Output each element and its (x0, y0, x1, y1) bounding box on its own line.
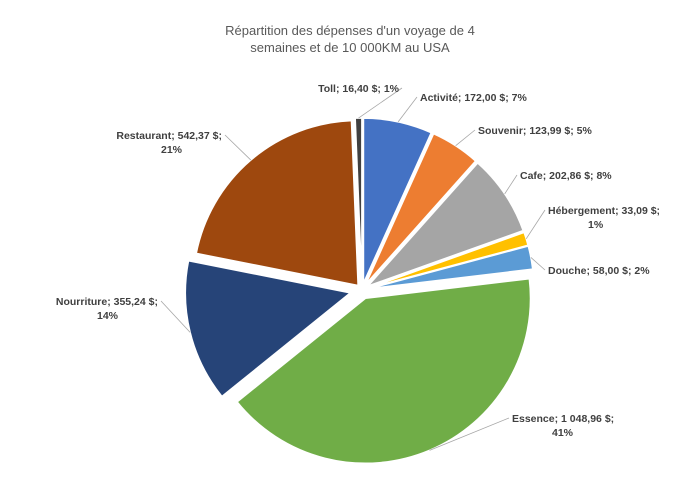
leader-line (224, 134, 252, 161)
leader-line (455, 129, 476, 147)
data-label-souvenir: Souvenir; 123,99 $; 5% (478, 125, 592, 137)
pie-slice-nourriture (184, 259, 353, 398)
leader-line (397, 96, 418, 123)
data-label-line: Activité; 172,00 $; 7% (420, 92, 527, 104)
pie-slice-douche (368, 245, 534, 290)
leader-line (358, 87, 403, 119)
data-label-line: 14% (97, 310, 119, 322)
data-label-line: Nourriture; 355,24 $; (56, 296, 158, 308)
pie-slice-souvenir (365, 132, 477, 285)
data-label-essence: Essence; 1 048,96 $; 41% (512, 413, 614, 439)
data-label-h-bergement: Hébergement; 33,09 $; 1% (548, 205, 660, 231)
data-label-restaurant: Restaurant; 542,37 $; 21% (116, 130, 222, 156)
data-label-line: Hébergement; 33,09 $; (548, 205, 660, 217)
data-label-line: Cafe; 202,86 $; 8% (520, 170, 612, 182)
data-label-line: Essence; 1 048,96 $; (512, 413, 614, 425)
data-label-line: Douche; 58,00 $; 2% (548, 265, 650, 277)
pie-slice-h-bergement (368, 231, 529, 289)
data-label-line: 21% (161, 144, 183, 156)
data-label-line: 41% (552, 427, 574, 439)
pie-slice-restaurant (195, 119, 359, 287)
chart-title-line-1: Répartition des dépenses d'un voyage de … (225, 23, 475, 38)
data-label-line: Toll; 16,40 $; 1% (318, 83, 400, 95)
chart-title-line-2: semaines et de 10 000KM au USA (250, 40, 450, 55)
leader-line (525, 209, 546, 240)
leader-line (160, 300, 191, 333)
chart-title: Répartition des dépenses d'un voyage de … (150, 22, 550, 56)
leader-line (504, 174, 518, 195)
leader-line (530, 257, 546, 271)
leader-line (429, 417, 510, 451)
data-label-cafe: Cafe; 202,86 $; 8% (520, 170, 612, 182)
pie-slice-activit- (362, 117, 433, 284)
data-label-toll: Toll; 16,40 $; 1% (318, 83, 400, 95)
data-label-line: 1% (588, 219, 604, 231)
data-label-line: Restaurant; 542,37 $; (116, 130, 222, 142)
pie-slice-cafe (367, 161, 525, 287)
data-label-activit-: Activité; 172,00 $; 7% (420, 92, 527, 104)
data-label-nourriture: Nourriture; 355,24 $; 14% (56, 296, 158, 322)
data-label-line: Souvenir; 123,99 $; 5% (478, 125, 592, 137)
pie-slice-essence (236, 277, 532, 465)
data-label-douche: Douche; 58,00 $; 2% (548, 265, 650, 277)
